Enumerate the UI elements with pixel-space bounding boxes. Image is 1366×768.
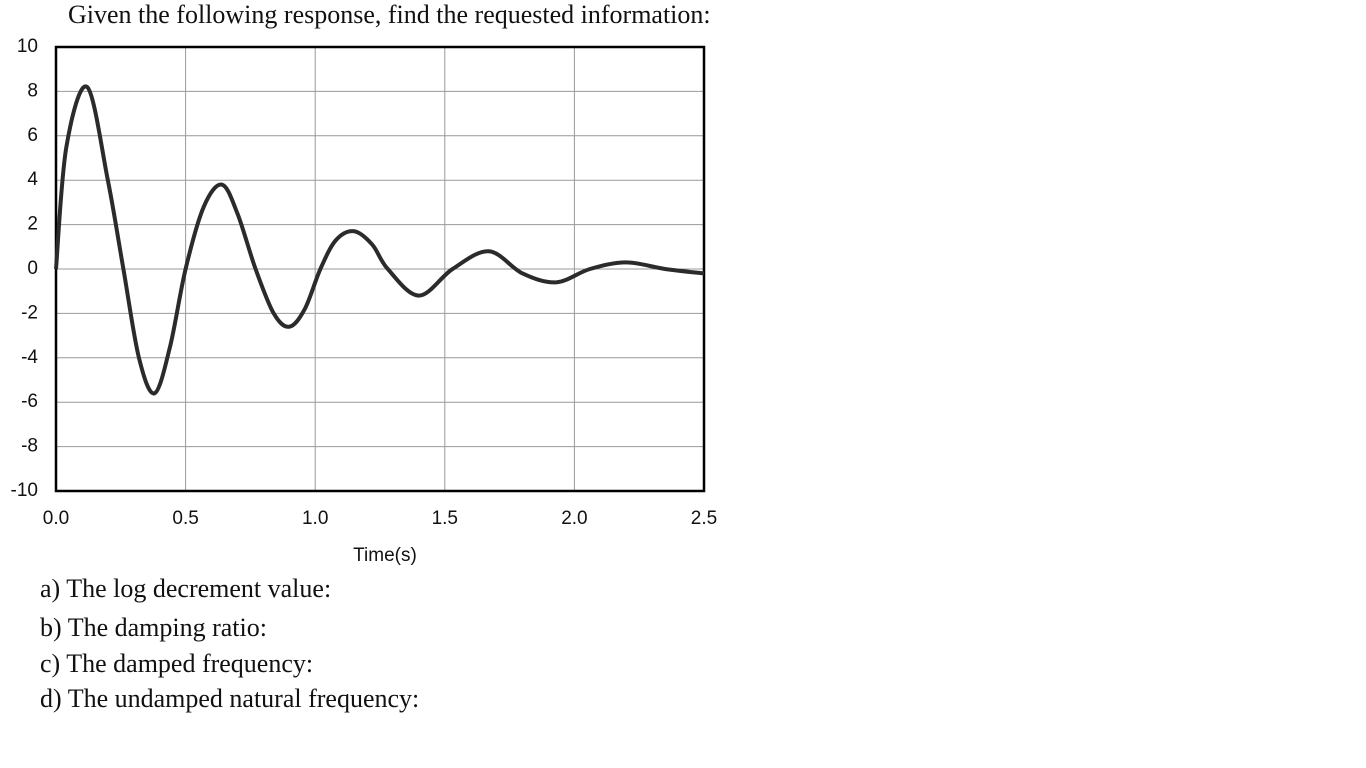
y-tick-label: 0 — [27, 258, 38, 279]
y-tick-label: -10 — [11, 480, 38, 501]
y-tick-label: 4 — [27, 169, 38, 190]
question: c) The damped frequency: — [40, 649, 313, 678]
title: Given the following response, find the r… — [68, 0, 711, 29]
x-tick-label: 0.5 — [172, 508, 198, 529]
x-tick-label: 2.0 — [561, 508, 587, 529]
question: a) The log decrement value: — [40, 574, 331, 603]
question: b) The damping ratio: — [40, 613, 267, 642]
response-line — [54, 84, 705, 396]
y-tick-label: 6 — [27, 125, 38, 146]
y-tick-label: 10 — [17, 36, 38, 57]
y-tick-label: -6 — [21, 391, 38, 412]
x-tick-label: 1.0 — [302, 508, 328, 529]
x-tick-label: 1.5 — [432, 508, 458, 529]
y-tick-label: 2 — [27, 214, 38, 235]
y-tick-label: -2 — [21, 302, 38, 323]
y-tick-label: -4 — [21, 347, 38, 368]
x-tick-label: 2.5 — [691, 508, 717, 529]
y-tick-label: -8 — [21, 436, 38, 457]
x-tick-label: 0.0 — [43, 508, 69, 529]
y-tick-label: 8 — [27, 80, 38, 101]
question: d) The undamped natural frequency: — [40, 684, 419, 713]
x-axis-label: Time(s) — [353, 545, 417, 566]
